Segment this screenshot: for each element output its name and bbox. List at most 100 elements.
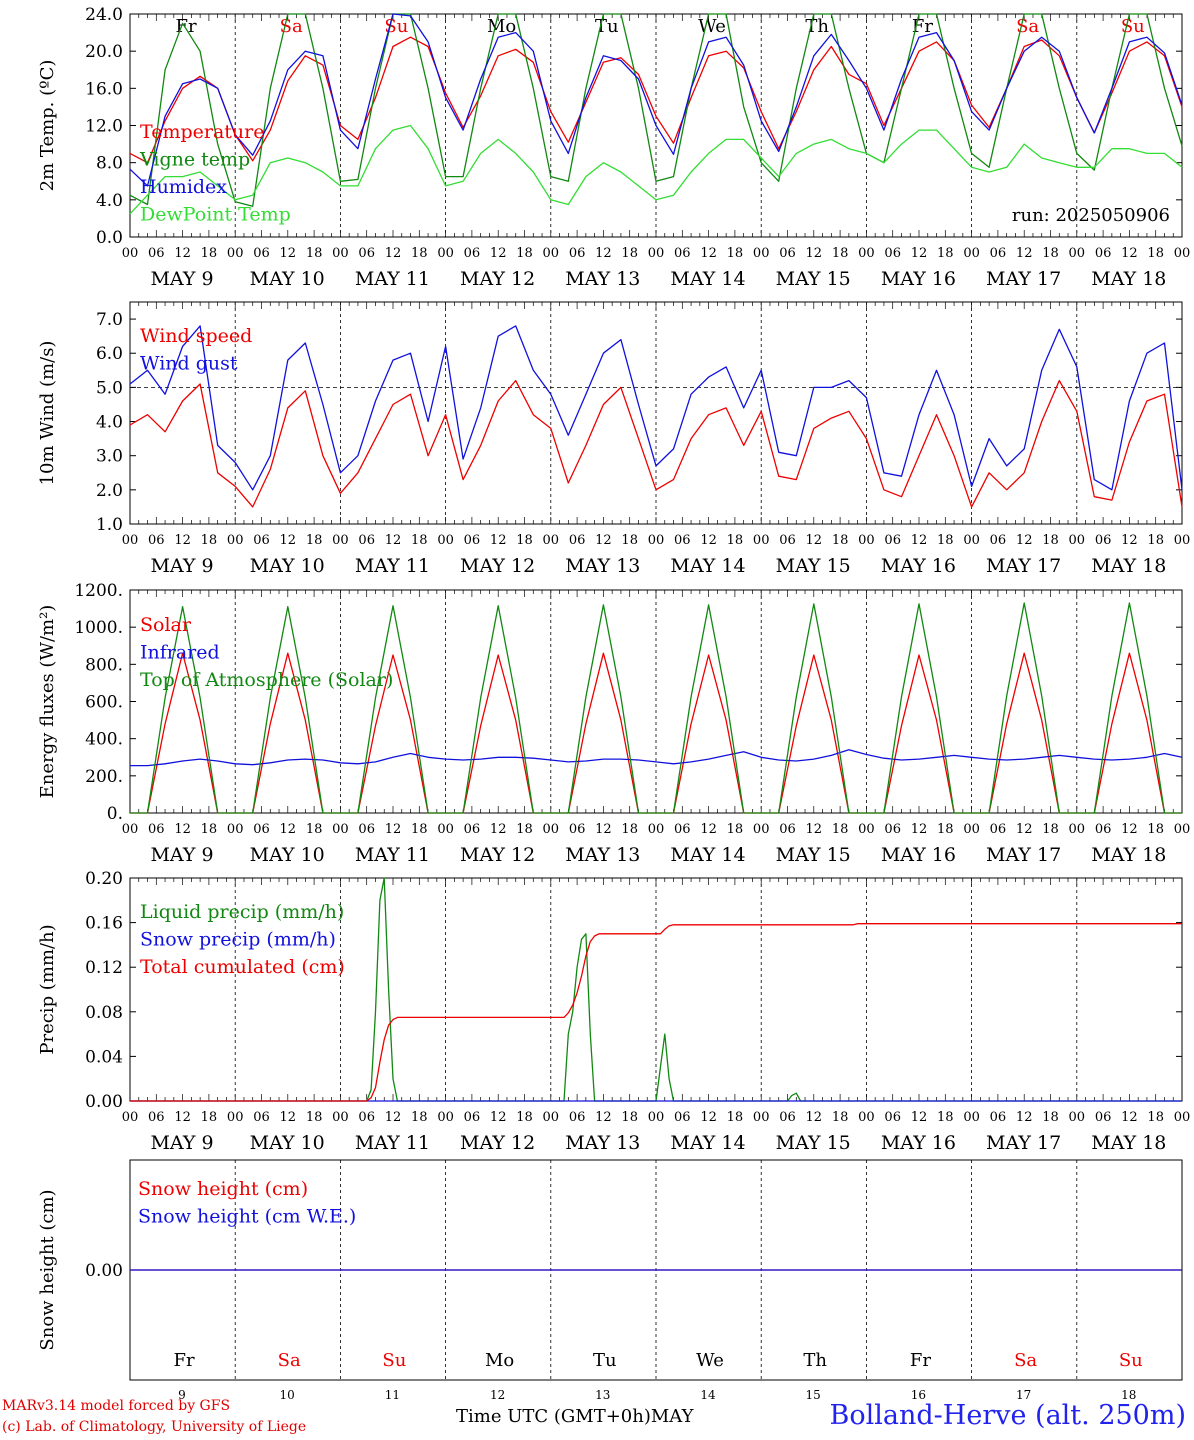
legend-entry: Solar bbox=[140, 614, 192, 636]
hour-tick-label: 12 bbox=[1016, 246, 1033, 261]
y-tick-label: 1000. bbox=[74, 618, 123, 638]
weekday-label: We bbox=[698, 16, 726, 37]
y-axis-label: Precip (mm/h) bbox=[37, 924, 58, 1054]
legend-entry: Wind speed bbox=[140, 325, 252, 347]
hour-tick-label: 06 bbox=[569, 822, 586, 837]
hour-tick-label: 12 bbox=[595, 822, 612, 837]
weekday-label: Su bbox=[1119, 1350, 1143, 1371]
hour-tick-label: 18 bbox=[832, 246, 849, 261]
date-label: MAY 17 bbox=[986, 555, 1061, 577]
day-number-label: 12 bbox=[490, 1388, 505, 1402]
hour-tick-label: 00 bbox=[1174, 533, 1191, 548]
weekday-label: We bbox=[696, 1350, 724, 1371]
y-tick-label: 0.0 bbox=[96, 228, 123, 248]
hour-tick-label: 00 bbox=[1174, 822, 1191, 837]
date-label: MAY 14 bbox=[670, 1132, 745, 1154]
hour-tick-label: 00 bbox=[437, 822, 454, 837]
hour-tick-label: 00 bbox=[543, 822, 560, 837]
hour-tick-label: 00 bbox=[122, 246, 139, 261]
hour-tick-label: 06 bbox=[779, 822, 796, 837]
panel-5: 0.00 Snow height (cm) Snow height (cm) Snow… bbox=[37, 1159, 1183, 1402]
hour-tick-label: 00 bbox=[963, 1110, 980, 1125]
date-label: MAY 18 bbox=[1091, 555, 1166, 577]
hour-tick-label: 00 bbox=[437, 1110, 454, 1125]
hour-tick-label: 12 bbox=[385, 246, 402, 261]
legend-entry: Snow height (cm) bbox=[138, 1178, 308, 1200]
time-axis-label: Time UTC (GMT+0h)MAY bbox=[456, 1406, 693, 1427]
hour-tick-label: 06 bbox=[779, 246, 796, 261]
series-line bbox=[129, 379, 1183, 508]
hour-tick-label: 06 bbox=[779, 533, 796, 548]
hour-tick-label: 06 bbox=[674, 246, 691, 261]
hour-tick-label: 18 bbox=[727, 1110, 744, 1125]
hour-tick-label: 00 bbox=[1069, 246, 1086, 261]
y-tick-label: 1.0 bbox=[96, 515, 123, 535]
y-tick-label: 600. bbox=[85, 693, 123, 713]
hour-tick-label: 12 bbox=[1016, 822, 1033, 837]
legend-entry: DewPoint Temp bbox=[140, 204, 291, 226]
hour-tick-label: 12 bbox=[911, 822, 928, 837]
weekday-label: Fr bbox=[910, 1350, 931, 1371]
hour-tick-label: 18 bbox=[516, 822, 533, 837]
hour-tick-label: 06 bbox=[464, 1110, 481, 1125]
hour-tick-label: 12 bbox=[1121, 1110, 1138, 1125]
hour-tick-label: 00 bbox=[543, 246, 560, 261]
hour-tick-label: 18 bbox=[727, 822, 744, 837]
panel-2: 1.0 2.0 3.0 4.0 5.0 6.0 7.0 10m Wind (m/s) Wind … bbox=[37, 301, 1191, 577]
y-tick-label: 0. bbox=[107, 804, 123, 824]
hour-tick-label: 00 bbox=[543, 1110, 560, 1125]
y-tick-label: 200. bbox=[85, 767, 123, 787]
hour-tick-label: 12 bbox=[490, 1110, 507, 1125]
hour-tick-label: 06 bbox=[884, 533, 901, 548]
y-tick-label: 12.0 bbox=[85, 117, 123, 137]
weekday-label: Sa bbox=[1014, 1350, 1037, 1371]
legend-entry: Liquid precip (mm/h) bbox=[140, 901, 344, 923]
date-label: MAY 15 bbox=[776, 555, 851, 577]
hour-tick-label: 00 bbox=[648, 1110, 665, 1125]
hour-tick-label: 06 bbox=[884, 822, 901, 837]
hour-tick-label: 12 bbox=[490, 533, 507, 548]
hour-tick-label: 18 bbox=[1147, 533, 1164, 548]
hour-tick-label: 18 bbox=[832, 822, 849, 837]
hour-tick-label: 00 bbox=[227, 1110, 244, 1125]
date-label: MAY 14 bbox=[670, 268, 745, 290]
hour-tick-label: 06 bbox=[464, 246, 481, 261]
hour-tick-label: 00 bbox=[227, 822, 244, 837]
hour-tick-label: 18 bbox=[1042, 533, 1059, 548]
y-tick-label: 0.04 bbox=[85, 1047, 123, 1067]
hour-tick-label: 06 bbox=[253, 822, 270, 837]
weekday-label: Su bbox=[382, 1350, 406, 1371]
hour-tick-label: 00 bbox=[543, 533, 560, 548]
date-label: MAY 18 bbox=[1091, 1132, 1166, 1154]
hour-tick-label: 18 bbox=[1147, 1110, 1164, 1125]
hour-tick-label: 18 bbox=[937, 822, 954, 837]
hour-tick-label: 00 bbox=[227, 246, 244, 261]
weekday-label: Tu bbox=[593, 1350, 617, 1371]
y-tick-label: 6.0 bbox=[96, 344, 123, 364]
hour-tick-label: 00 bbox=[1174, 1110, 1191, 1125]
hour-tick-label: 12 bbox=[806, 533, 823, 548]
hour-tick-label: 00 bbox=[1069, 822, 1086, 837]
hour-tick-label: 18 bbox=[832, 533, 849, 548]
y-axis-label: 10m Wind (m/s) bbox=[37, 341, 58, 486]
date-label: MAY 12 bbox=[460, 268, 535, 290]
weekday-label: Fr bbox=[175, 16, 196, 37]
weekday-label: Tu bbox=[595, 16, 619, 37]
hour-tick-label: 06 bbox=[990, 1110, 1007, 1125]
day-number-label: 17 bbox=[1016, 1388, 1031, 1402]
hour-tick-label: 18 bbox=[1147, 246, 1164, 261]
hour-tick-label: 00 bbox=[1069, 533, 1086, 548]
weekday-label: Fr bbox=[173, 1350, 194, 1371]
hour-tick-label: 18 bbox=[621, 246, 638, 261]
date-label: MAY 10 bbox=[250, 555, 325, 577]
y-tick-label: 800. bbox=[85, 655, 123, 675]
hour-tick-label: 00 bbox=[858, 246, 875, 261]
hour-tick-label: 00 bbox=[122, 822, 139, 837]
hour-tick-label: 00 bbox=[332, 246, 349, 261]
date-label: MAY 11 bbox=[355, 268, 430, 290]
hour-tick-label: 00 bbox=[963, 246, 980, 261]
hour-tick-label: 18 bbox=[201, 533, 218, 548]
hour-tick-label: 00 bbox=[753, 822, 770, 837]
hour-tick-label: 00 bbox=[332, 822, 349, 837]
